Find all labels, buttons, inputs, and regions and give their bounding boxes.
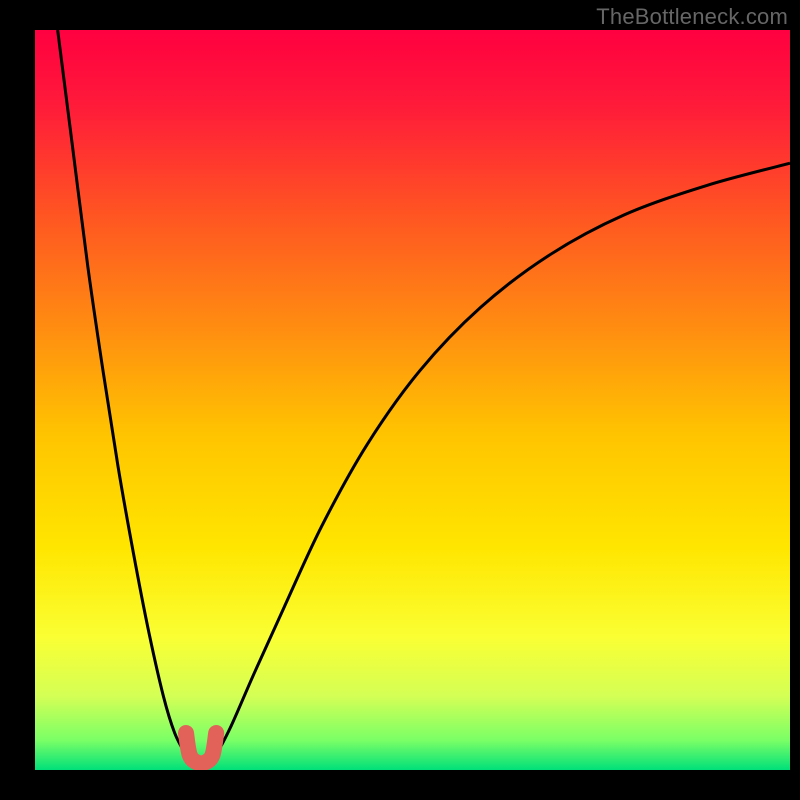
chart-stage: TheBottleneck.com bbox=[0, 0, 800, 800]
watermark-text: TheBottleneck.com bbox=[596, 4, 788, 30]
plot-background bbox=[35, 30, 790, 770]
chart-svg bbox=[35, 30, 790, 770]
plot-area bbox=[35, 30, 790, 770]
